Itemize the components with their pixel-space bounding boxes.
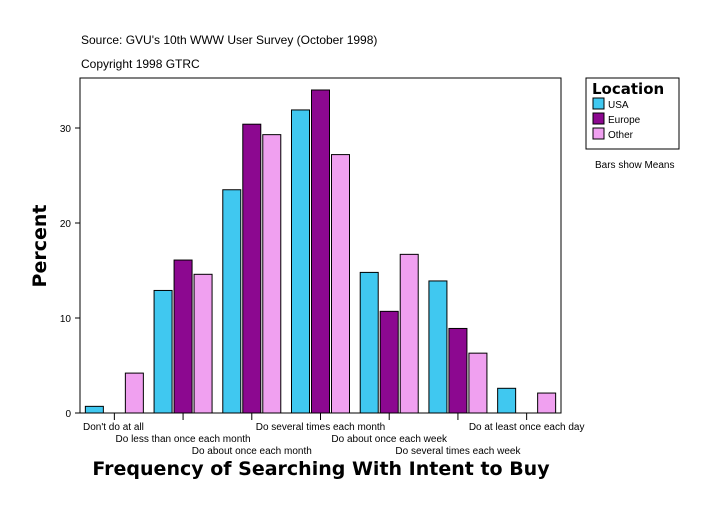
legend-label-other: Other <box>608 130 634 141</box>
x-tick-label: Do about once each week <box>331 434 448 445</box>
chart-source: Source: GVU's 10th WWW User Survey (Octo… <box>81 33 377 47</box>
bar-other <box>124 372 144 414</box>
legend-title: Location <box>592 80 664 98</box>
bar-other <box>262 134 282 414</box>
bar-usa <box>291 109 310 414</box>
legend-label-usa: USA <box>608 100 629 111</box>
bar-usa <box>84 405 104 414</box>
bar-usa <box>153 289 173 414</box>
x-tick-label: Do at least once each day <box>469 422 585 433</box>
bar-usa <box>428 280 448 414</box>
chart-note: Bars show Means <box>595 160 674 171</box>
x-tick-label: Do about once each month <box>192 446 312 457</box>
chart-copyright: Copyright 1998 GTRC <box>81 57 200 71</box>
bar-usa <box>222 189 242 414</box>
x-axis-label: Frequency of Searching With Intent to Bu… <box>92 458 550 480</box>
y-axis-label: Percent <box>29 205 51 288</box>
x-tick-label: Do several times each month <box>256 422 386 433</box>
y-tick-label: 30 <box>60 124 72 135</box>
y-tick-label: 0 <box>65 409 71 420</box>
x-tick-label: Do less than once each month <box>116 434 251 445</box>
bar-europe <box>173 259 193 414</box>
legend-swatch-europe <box>592 112 605 125</box>
bar-usa <box>497 387 517 414</box>
bar-usa <box>359 271 379 414</box>
legend-swatch-usa <box>592 97 605 110</box>
bar-europe <box>448 327 468 414</box>
x-tick-label: Don't do at all <box>83 422 144 433</box>
y-tick-label: 20 <box>60 219 72 230</box>
bar-europe <box>242 123 262 414</box>
bar-other <box>468 352 488 414</box>
bar-other <box>331 154 350 414</box>
bar-other <box>537 392 557 414</box>
x-tick-label: Do several times each week <box>395 446 521 457</box>
bar-europe <box>379 310 399 414</box>
bar-other <box>193 273 213 414</box>
bar-other <box>399 253 419 414</box>
legend-swatch-other <box>592 127 605 140</box>
y-tick-label: 10 <box>60 314 72 325</box>
bar-europe <box>311 89 330 414</box>
legend-label-europe: Europe <box>608 115 641 126</box>
